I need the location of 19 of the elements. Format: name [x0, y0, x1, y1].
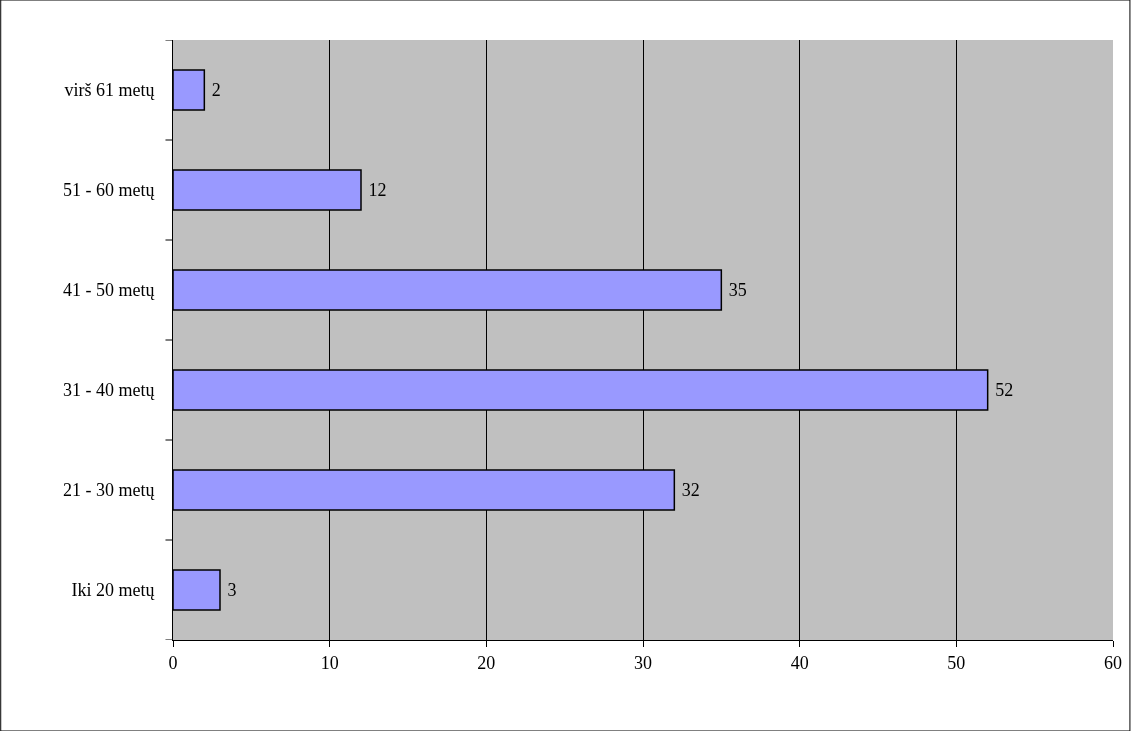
y-tick-label: 51 - 60 metų [62, 180, 156, 201]
y-tick-label: 31 - 40 metų [62, 380, 156, 401]
x-tick-label: 50 [947, 652, 966, 673]
data-label: 3 [223, 580, 237, 600]
x-tick-label: 20 [477, 652, 496, 673]
y-tick-label: 21 - 30 metų [62, 480, 156, 501]
data-label: 35 [724, 280, 747, 300]
data-label: 52 [990, 380, 1014, 400]
data-label: 32 [677, 480, 700, 500]
x-tick-label: 40 [790, 652, 809, 673]
data-label: 2 [207, 80, 221, 100]
y-tick-label: 41 - 50 metų [62, 280, 156, 301]
y-tick-label: Iki 20 metų [71, 580, 156, 601]
x-tick-label: 0 [168, 652, 178, 673]
data-label: 12 [364, 180, 387, 200]
x-tick-label: 10 [320, 652, 339, 673]
x-tick-label: 60 [1104, 652, 1122, 673]
y-tick-label: virš 61 metų [64, 80, 156, 101]
x-tick-label: 30 [634, 652, 652, 673]
